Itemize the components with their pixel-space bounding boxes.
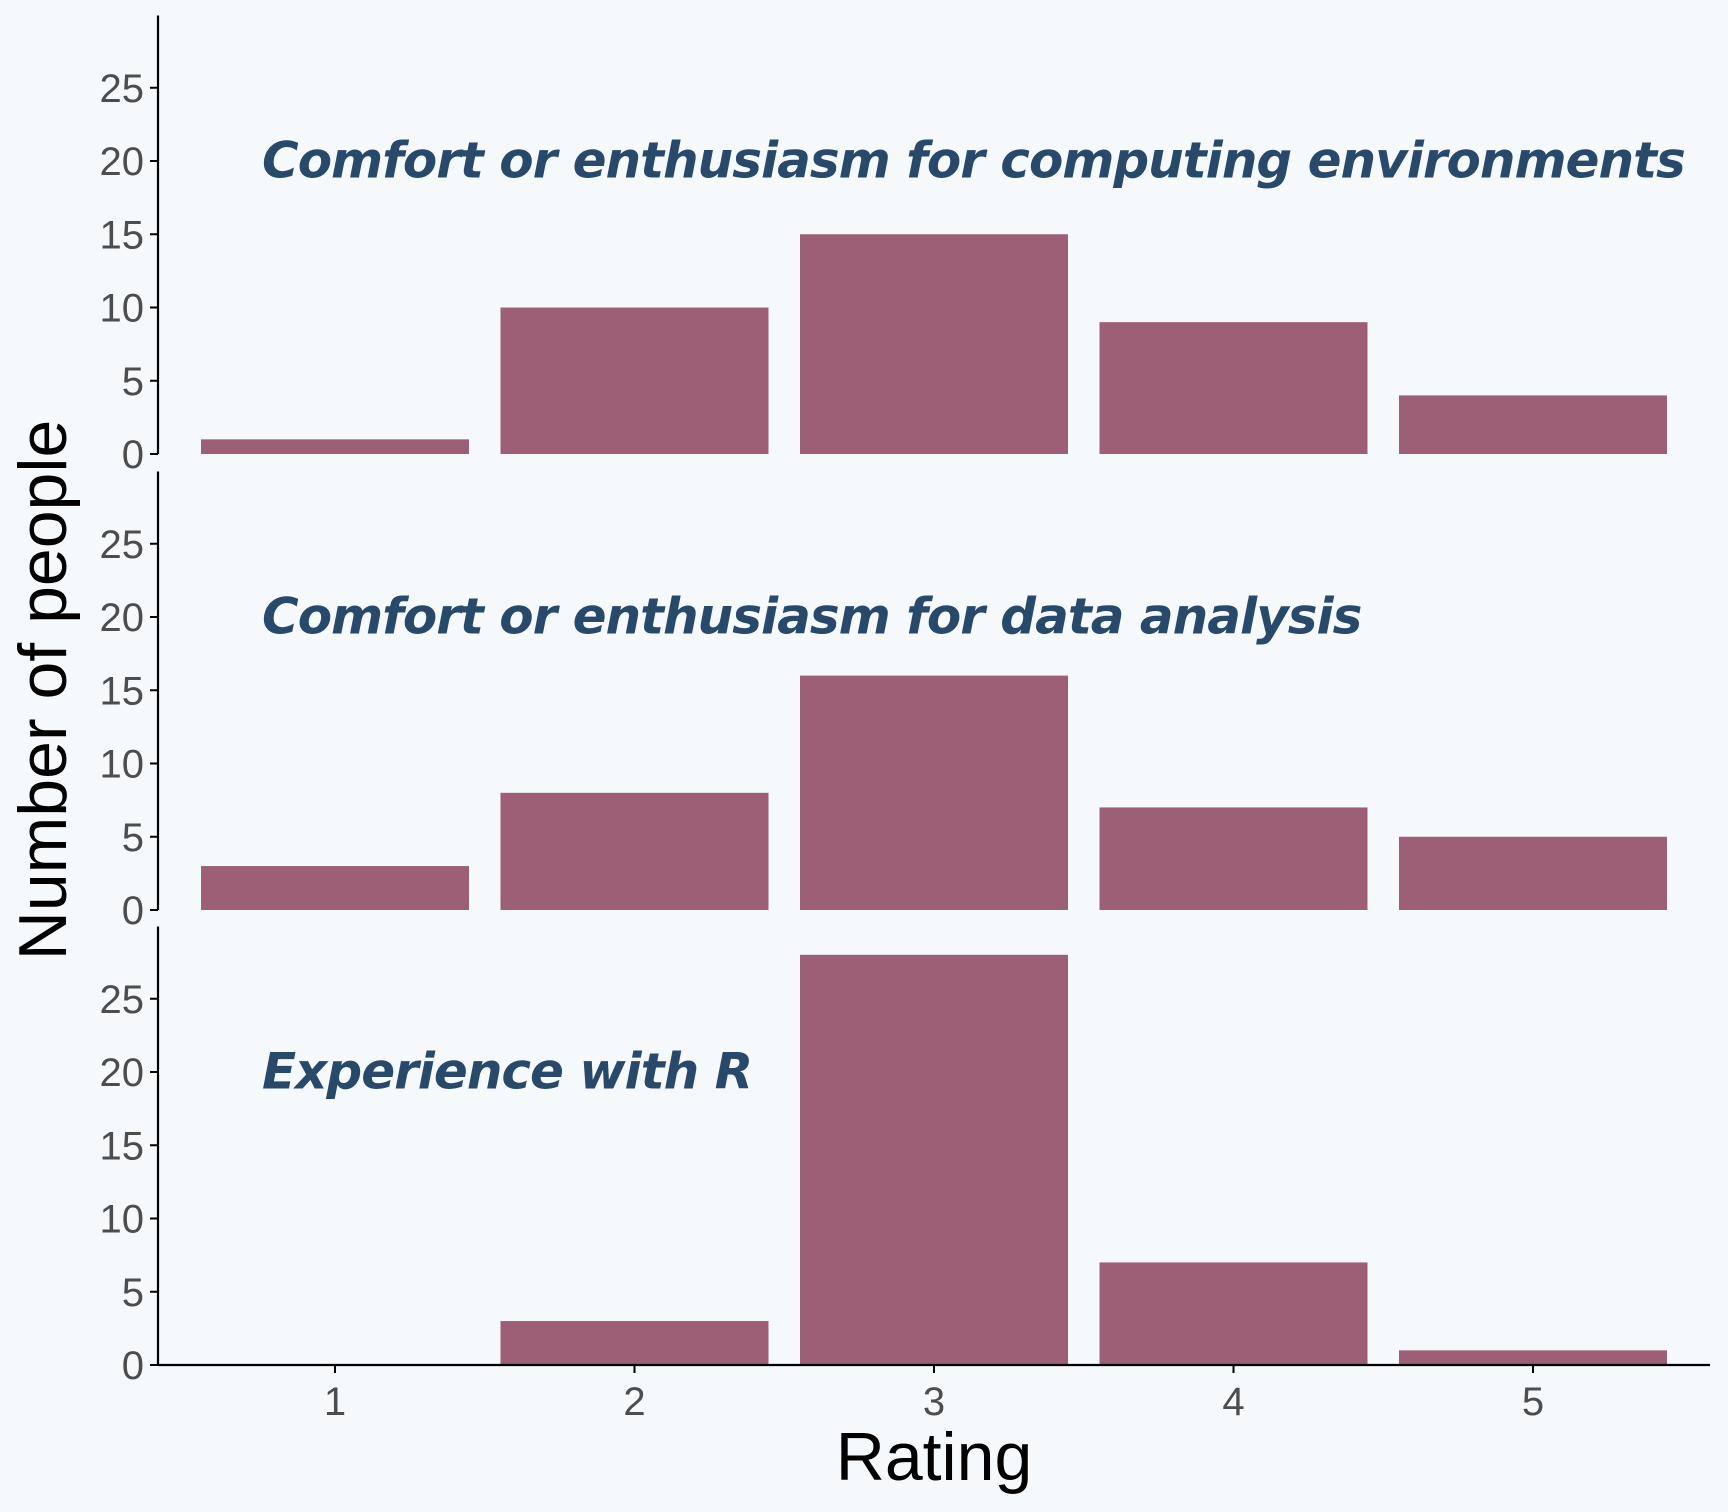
panel-title: Experience with R: [262, 1043, 752, 1101]
y-tick-label: 0: [122, 433, 144, 477]
x-tick-label: 5: [1522, 1380, 1544, 1424]
bar-5: [1399, 395, 1667, 454]
bar-2: [500, 792, 769, 910]
y-tick-label: 0: [122, 889, 144, 933]
bar-4: [1099, 1262, 1368, 1365]
bar-5: [1399, 1350, 1667, 1365]
y-tick-label: 10: [100, 287, 145, 331]
y-tick-label: 10: [100, 743, 145, 787]
x-tick-label: 4: [1222, 1380, 1244, 1424]
y-tick-label: 25: [100, 523, 145, 567]
x-tick-label: 3: [923, 1380, 945, 1424]
y-tick-label: 25: [100, 978, 145, 1022]
x-tick-label: 2: [623, 1380, 645, 1424]
y-tick-label: 25: [100, 67, 145, 111]
x-axis: 1 2 3 4 5: [158, 1363, 1710, 1424]
bar-1: [201, 866, 469, 910]
y-tick-label: 5: [122, 360, 144, 404]
x-axis-title: Rating: [836, 1419, 1033, 1495]
bar-5: [1399, 836, 1667, 910]
panel-2: 0 5 10 15 20 25 Comfort or enthusiasm for data…: [100, 471, 1667, 933]
x-tick-label: 1: [324, 1380, 346, 1424]
bar-1: [201, 439, 469, 454]
panel-1: 0 5 10 15 20 25 Comfort or enthusiasm for comp…: [100, 15, 1686, 477]
y-axis-title: Number of people: [5, 420, 81, 961]
panel-3: 0 5 10 15 20 25 Experience with R: [100, 926, 1667, 1388]
bar-3: [800, 234, 1068, 454]
y-tick-label: 0: [122, 1344, 144, 1388]
panels: 0 5 10 15 20 25 Comfort or enthusiasm for comp…: [100, 15, 1686, 1388]
panel-title: Comfort or enthusiasm for computing envi…: [262, 132, 1685, 190]
bar-2: [500, 307, 769, 454]
bar-4: [1099, 322, 1368, 454]
bar-4: [1099, 807, 1368, 910]
y-tick-label: 20: [100, 140, 145, 184]
bar-3: [800, 675, 1068, 910]
bar-3: [800, 954, 1068, 1365]
y-tick-label: 20: [100, 1051, 145, 1095]
y-tick-label: 15: [100, 213, 145, 257]
y-tick-label: 5: [122, 816, 144, 860]
y-tick-label: 15: [100, 669, 145, 713]
y-tick-label: 10: [100, 1198, 145, 1242]
y-tick-label: 15: [100, 1124, 145, 1168]
bar-2: [500, 1321, 769, 1365]
y-tick-label: 20: [100, 596, 145, 640]
y-tick-label: 5: [122, 1271, 144, 1315]
panel-title: Comfort or enthusiasm for data analysis: [262, 588, 1361, 646]
